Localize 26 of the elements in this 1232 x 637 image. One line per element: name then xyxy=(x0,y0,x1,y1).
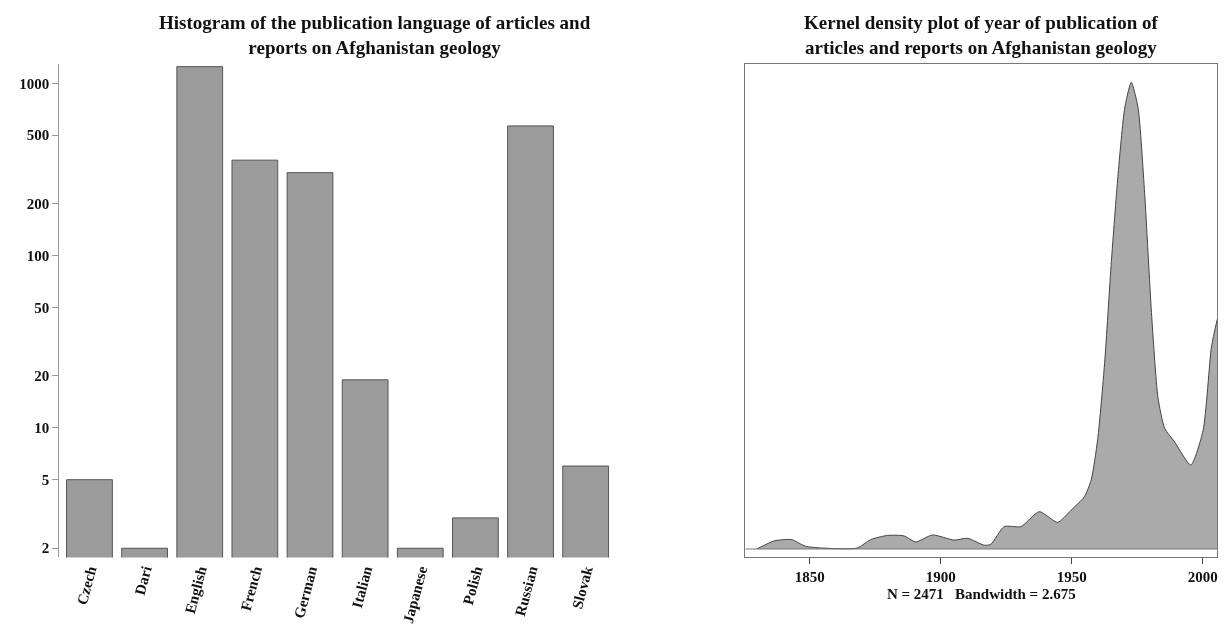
x-tick-label: Slovak xyxy=(569,563,596,611)
x-tick-label: German xyxy=(290,563,321,621)
x-tick-label: English xyxy=(181,563,211,616)
x-tick-label: Polish xyxy=(459,563,486,607)
chart-title: Kernel density plot of year of publication of articles and reports on Afghanistan geology xyxy=(804,12,1159,58)
y-tick-label: 20 xyxy=(34,368,50,385)
x-tick-label: 1850 xyxy=(794,569,825,586)
x-tick-label: Russian xyxy=(512,563,541,618)
y-tick-label: 5 xyxy=(41,471,50,488)
x-tick-label: Japanese xyxy=(399,564,431,625)
y-tick-label: 1000 xyxy=(19,75,50,92)
x-tick-label: 1950 xyxy=(1056,569,1087,586)
x-tick-label: 2000 xyxy=(1187,569,1218,586)
y-tick-label: 2 xyxy=(41,540,50,557)
x-tick-label: Dari xyxy=(131,564,155,597)
y-tick-label: 10 xyxy=(34,420,50,437)
y-tick-label: 100 xyxy=(26,247,50,264)
x-tick-label: Czech xyxy=(74,563,100,607)
y-tick-label: 200 xyxy=(26,195,50,212)
x-axis-title: N = 2471 Bandwidth = 2.675 xyxy=(886,586,1076,603)
x-tick-label: 1900 xyxy=(925,569,956,586)
y-tick-label: 500 xyxy=(26,127,50,144)
x-tick-label: Italian xyxy=(348,563,376,610)
chart-title: Histogram of the publication language of articles and reports on Afghanistan geology xyxy=(159,12,591,58)
y-tick-label: 50 xyxy=(34,299,50,316)
x-tick-label: French xyxy=(237,563,266,613)
